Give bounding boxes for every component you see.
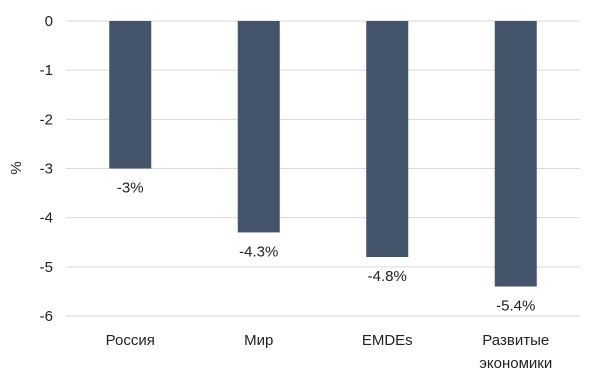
data-label: -5.4% <box>496 298 535 315</box>
y-axis-ticks: 0 -1 -2 -3 -4 -5 -6 <box>40 13 53 325</box>
x-category-label: Мир <box>244 332 273 349</box>
data-label: -3% <box>117 180 144 197</box>
x-category-label: Развитые <box>482 332 549 349</box>
bar <box>109 21 152 169</box>
x-axis-categories: Россия Мир EMDEs Развитые экономики <box>106 332 553 371</box>
x-category-label: экономики <box>479 355 552 371</box>
y-tick-label: -5 <box>40 259 53 276</box>
y-tick-label: -1 <box>40 62 53 79</box>
bars <box>109 21 537 287</box>
y-axis-label: % <box>8 161 25 174</box>
data-label: -4.3% <box>239 243 278 260</box>
y-tick-label: -4 <box>40 210 53 227</box>
bar <box>237 21 280 233</box>
y-tick-label: 0 <box>45 13 53 30</box>
bar <box>366 21 409 257</box>
bar <box>494 21 537 287</box>
x-category-label: EMDEs <box>362 332 413 349</box>
y-tick-label: -3 <box>40 161 53 178</box>
data-label: -4.8% <box>368 268 407 285</box>
x-category-label: Россия <box>106 332 155 349</box>
y-tick-label: -6 <box>40 308 53 325</box>
data-labels: -3% -4.3% -4.8% -5.4% <box>117 180 535 315</box>
gridlines <box>66 20 580 317</box>
y-tick-label: -2 <box>40 111 53 128</box>
